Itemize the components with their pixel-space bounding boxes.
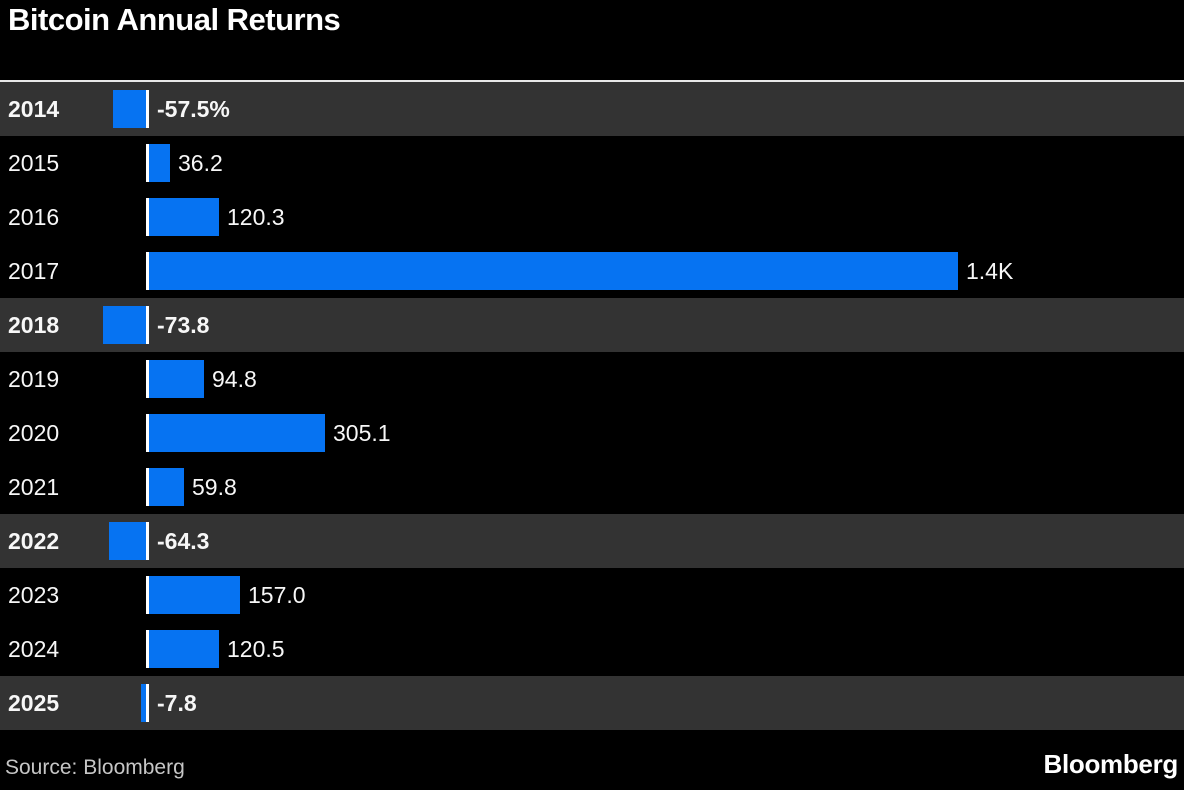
value-label: 305.1 <box>333 420 391 446</box>
chart-row-2018: 2018 -73.8 <box>0 298 1184 352</box>
chart-footer: Source: Bloomberg Bloomberg <box>0 732 1184 790</box>
chart-row-2016: 2016 120.3 <box>0 190 1184 244</box>
value-label: -73.8 <box>157 312 210 338</box>
year-label: 2025 <box>8 690 60 716</box>
value-bar <box>149 198 219 236</box>
source-label: Source: <box>5 756 78 779</box>
baseline-tick <box>146 468 149 506</box>
year-label: 2021 <box>8 474 60 500</box>
value-bar <box>149 630 219 668</box>
chart-row-2017: 2017 1.4K <box>0 244 1184 298</box>
baseline-tick <box>146 198 149 236</box>
baseline-tick <box>146 306 149 344</box>
chart-row-2021: 2021 59.8 <box>0 460 1184 514</box>
baseline-tick <box>146 684 149 722</box>
year-label: 2014 <box>8 96 60 122</box>
value-label: 120.3 <box>227 204 285 230</box>
axis-top-rule <box>0 80 1184 82</box>
year-label: 2020 <box>8 420 60 446</box>
baseline-tick <box>146 576 149 614</box>
baseline-tick <box>146 252 149 290</box>
value-label: 1.4K <box>966 258 1014 284</box>
value-bar <box>103 306 146 344</box>
value-label: 94.8 <box>212 366 257 392</box>
value-bar <box>141 684 146 722</box>
baseline-tick <box>146 360 149 398</box>
year-label: 2016 <box>8 204 60 230</box>
year-label: 2015 <box>8 150 60 176</box>
value-bar <box>149 360 204 398</box>
value-bar <box>149 414 325 452</box>
chart-row-2020: 2020 305.1 <box>0 406 1184 460</box>
chart-row-2023: 2023 157.0 <box>0 568 1184 622</box>
value-bar <box>113 90 146 128</box>
value-label: 59.8 <box>192 474 237 500</box>
value-label: 36.2 <box>178 150 223 176</box>
chart-row-2024: 2024 120.5 <box>0 622 1184 676</box>
chart-row-2019: 2019 94.8 <box>0 352 1184 406</box>
value-label: -57.5% <box>157 96 230 122</box>
source-note: Source: Bloomberg <box>5 756 185 780</box>
chart-row-2025: 2025 -7.8 <box>0 676 1184 730</box>
value-label: 157.0 <box>248 582 306 608</box>
value-label: 120.5 <box>227 636 285 662</box>
value-bar <box>149 252 958 290</box>
baseline-tick <box>146 414 149 452</box>
value-bar <box>149 468 184 506</box>
chart-row-2015: 2015 36.2 <box>0 136 1184 190</box>
bloomberg-logo: Bloomberg <box>1043 749 1178 779</box>
source-value: Bloomberg <box>83 756 185 779</box>
value-label: -7.8 <box>157 690 197 716</box>
value-bar <box>149 144 170 182</box>
baseline-tick <box>146 630 149 668</box>
value-bar <box>149 576 240 614</box>
year-label: 2019 <box>8 366 60 392</box>
chart-row-2022: 2022 -64.3 <box>0 514 1184 568</box>
baseline-tick <box>146 144 149 182</box>
value-bar <box>109 522 146 560</box>
baseline-tick <box>146 90 149 128</box>
year-label: 2017 <box>8 258 60 284</box>
chart-rows: 2014 -57.5% 2015 36.2 2016 120.3 2017 1.4K 2018 -… <box>0 82 1184 730</box>
year-label: 2024 <box>8 636 60 662</box>
value-label: -64.3 <box>157 528 210 554</box>
year-label: 2022 <box>8 528 60 554</box>
baseline-tick <box>146 522 149 560</box>
year-label: 2018 <box>8 312 60 338</box>
chart-title: Bitcoin Annual Returns <box>8 2 341 37</box>
year-label: 2023 <box>8 582 60 608</box>
chart-row-2014: 2014 -57.5% <box>0 82 1184 136</box>
